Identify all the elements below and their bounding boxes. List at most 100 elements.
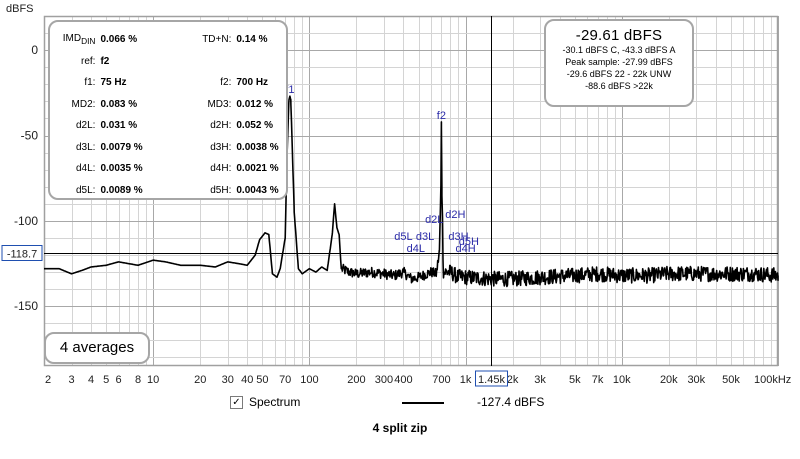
marker-label: f1: [285, 84, 294, 96]
imd-label: IMDDIN: [52, 29, 100, 51]
imd-value: 700 Hz: [236, 77, 269, 89]
legend-swatch: [402, 402, 444, 404]
imd-row: d3L: 0.0079 % d3H: 0.0038 %: [52, 137, 286, 159]
x-tick-label: 200: [347, 374, 365, 386]
imd-value: 0.012 %: [236, 98, 274, 110]
x-tick-label: 300: [375, 374, 393, 386]
averages-badge: 4 averages: [44, 332, 150, 364]
x-tick-label: 5k: [569, 374, 581, 386]
legend-label: Spectrum: [249, 395, 301, 409]
marker-label: d4L: [407, 243, 425, 255]
x-tick-label: 10k: [613, 374, 631, 386]
marker-label: d5L: [394, 231, 412, 243]
marker-label: d5H: [459, 236, 479, 248]
x-tick-label: 4: [88, 374, 94, 386]
cursor-x-label: 1.45k: [478, 374, 505, 386]
x-tick-label: 70: [279, 374, 291, 386]
cursor-x-label-box: [475, 370, 508, 387]
imd-value: f2: [100, 55, 110, 67]
x-tick-label: 7k: [592, 374, 604, 386]
chart-title: 4 split zip: [372, 421, 428, 435]
imd-label-subscript: DIN: [81, 36, 96, 47]
x-tick-label: 30k: [687, 374, 705, 386]
x-tick-label: 2k: [507, 374, 519, 386]
imd-row: d5L: 0.0089 % d5H: 0.0043 %: [52, 180, 286, 202]
imd-label: ref:: [80, 55, 96, 67]
imd-label: MD2:: [71, 98, 96, 110]
imd-label: d2L:: [75, 120, 96, 132]
marker-label: d3H: [448, 231, 468, 243]
imd-label: d4L:: [75, 163, 96, 175]
x-tick-label: 10: [147, 374, 159, 386]
level-peak-line: Peak sample: -27.99 dBFS: [565, 57, 673, 67]
imd-value: 0.052 %: [236, 120, 274, 132]
x-tick-label: 100: [300, 374, 318, 386]
level-weighted-line: -30.1 dBFS C, -43.3 dBFS A: [562, 45, 676, 55]
imd-row: MD2: 0.083 % MD3: 0.012 %: [52, 94, 286, 116]
imd-results-panel: IMDDIN 0.066 % TD+N: 0.14 % ref: f2 f1: 75 Hz f2…: [48, 20, 288, 200]
x-tick-label: 30: [222, 374, 234, 386]
imd-value: 0.0089 %: [100, 184, 143, 196]
imd-value: 0.0079 %: [100, 141, 143, 153]
imd-value: 0.0043 %: [236, 184, 279, 196]
x-tick-label: 40: [241, 374, 253, 386]
imd-row: d4L: 0.0035 % d4H: 0.0021 %: [52, 158, 286, 180]
x-tick-label: 50k: [722, 374, 740, 386]
imd-value: 0.0038 %: [236, 141, 279, 153]
spectrum-checkbox[interactable]: ✓: [230, 396, 243, 409]
imd-value: [236, 51, 286, 73]
level-unweighted-line: -29.6 dBFS 22 - 22k UNW: [566, 69, 672, 79]
imd-row: ref: f2: [52, 51, 286, 73]
marker-label: d2L: [425, 214, 443, 226]
x-tick-label: 1k: [460, 374, 472, 386]
imd-label: MD3:: [207, 98, 232, 110]
imd-label: f2:: [220, 77, 232, 89]
imd-label: [171, 51, 236, 73]
x-tick-label: 3: [68, 374, 74, 386]
imd-label: d4H:: [210, 163, 232, 175]
cursor-y-label-box: [1, 245, 43, 261]
cursor-y-label: -118.7: [7, 249, 37, 261]
x-tick-label: 20k: [660, 374, 678, 386]
x-tick-label: 50: [256, 374, 268, 386]
imd-label-main: IMD: [62, 33, 82, 45]
x-tick-label: 3k: [534, 374, 546, 386]
y-tick-label: -150: [14, 299, 38, 313]
legend: ✓ Spectrum -127.4 dBFS: [230, 395, 630, 413]
x-tick-label: 6: [115, 374, 121, 386]
spectrum-trace: [43, 95, 779, 288]
level-main-value: -29.61 dBFS: [575, 27, 663, 44]
imd-label: d3H:: [210, 141, 232, 153]
imd-row: f1: 75 Hz f2: 700 Hz: [52, 72, 286, 94]
imd-row: d2L: 0.031 % d2H: 0.052 %: [52, 115, 286, 137]
x-tick-label: 100kHz: [754, 374, 791, 386]
marker-label: d3L: [416, 231, 434, 243]
imd-label: d5H:: [210, 184, 232, 196]
imd-label: f1:: [84, 77, 96, 89]
imd-value: 0.031 %: [100, 120, 138, 132]
plot-frame: [43, 15, 779, 367]
x-tick-label: 700: [432, 374, 450, 386]
imd-value: 0.066 %: [100, 34, 138, 46]
imd-label: d2H:: [210, 120, 232, 132]
x-tick-label: 20: [194, 374, 206, 386]
imd-table: IMDDIN 0.066 % TD+N: 0.14 % ref: f2 f1: 75 Hz f2…: [52, 29, 286, 201]
imd-value: 0.083 %: [100, 98, 138, 110]
y-tick-label: -50: [21, 129, 39, 143]
imd-label: d3L:: [75, 141, 96, 153]
x-tick-label: 400: [394, 374, 412, 386]
y-tick-label: -100: [14, 214, 38, 228]
level-readout-panel: -29.61 dBFS -30.1 dBFS C, -43.3 dBFS A P…: [544, 19, 694, 107]
y-axis-label: dBFS: [6, 3, 34, 15]
imd-row: IMDDIN 0.066 % TD+N: 0.14 %: [52, 29, 286, 51]
imd-value: 0.14 %: [236, 34, 268, 46]
marker-label: d2H: [445, 209, 465, 221]
imd-value: 75 Hz: [100, 77, 127, 89]
imd-label: d5L:: [75, 184, 96, 196]
y-tick-label: 0: [31, 43, 38, 57]
imd-value: 0.0021 %: [236, 163, 279, 175]
level-above-22k-line: -88.6 dBFS >22k: [585, 81, 653, 91]
marker-label: d4H: [455, 243, 475, 255]
legend-value: -127.4 dBFS: [477, 395, 545, 409]
x-tick-label: 2: [45, 374, 51, 386]
